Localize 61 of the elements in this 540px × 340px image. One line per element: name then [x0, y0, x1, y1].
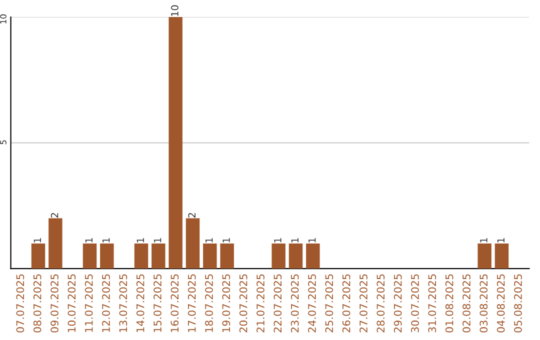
x-tick-label: 04.08.2025 — [496, 274, 505, 332]
x-tick-label: 09.07.2025 — [50, 274, 58, 332]
data-label: 1 — [497, 238, 504, 242]
x-tick-label: 26.07.2025 — [342, 274, 350, 332]
bar — [82, 243, 97, 269]
data-label: 2 — [188, 213, 196, 218]
x-tick-label: 21.07.2025 — [256, 274, 264, 332]
data-label: 1 — [291, 238, 298, 242]
x-tick-label: 15.07.2025 — [154, 274, 162, 332]
data-label: 1 — [154, 238, 162, 242]
bar — [494, 243, 509, 269]
x-tick-label: 13.07.2025 — [119, 274, 128, 332]
bar — [152, 243, 166, 269]
bar — [203, 243, 217, 269]
bar — [306, 243, 320, 269]
data-label: 10 — [171, 5, 178, 16]
data-label: 1 — [206, 238, 213, 242]
x-tick-label: 28.07.2025 — [376, 274, 385, 332]
bar — [220, 243, 234, 269]
bar — [134, 243, 148, 269]
bar — [168, 17, 182, 269]
data-label: 1 — [102, 238, 110, 242]
x-tick-label: 02.08.2025 — [462, 274, 470, 332]
x-tick-label: 12.07.2025 — [102, 274, 110, 332]
x-tick-label: 30.07.2025 — [411, 274, 419, 332]
x-tick-label: 24.07.2025 — [308, 274, 316, 332]
bar — [31, 243, 46, 269]
x-tick-label: 03.08.2025 — [480, 274, 488, 332]
data-label: 1 — [85, 238, 92, 242]
x-tick-label: 08.07.2025 — [33, 274, 42, 332]
x-tick-label: 27.07.2025 — [360, 274, 368, 332]
bar — [48, 218, 62, 269]
data-label: 1 — [34, 238, 41, 242]
bar — [478, 243, 492, 269]
data-label: 1 — [308, 238, 316, 242]
x-tick-label: 22.07.2025 — [274, 274, 282, 332]
x-tick-label: 25.07.2025 — [325, 274, 334, 332]
bar — [288, 243, 303, 269]
x-tick-label: 10.07.2025 — [68, 274, 76, 332]
x-tick-label: 18.07.2025 — [205, 274, 213, 332]
x-tick-label: 07.07.2025 — [16, 274, 24, 332]
x-tick-label: 16.07.2025 — [170, 274, 179, 332]
x-tick-label: 01.08.2025 — [445, 274, 454, 332]
x-tick-label: 20.07.2025 — [239, 274, 248, 332]
x-tick-label: 14.07.2025 — [136, 274, 144, 332]
x-tick-label: 29.07.2025 — [394, 274, 402, 332]
x-tick-label: 11.07.2025 — [84, 274, 93, 332]
x-tick-label: 31.07.2025 — [428, 274, 436, 332]
data-label: 1 — [274, 238, 282, 242]
x-tick-label: 19.07.2025 — [222, 274, 230, 332]
data-label: 1 — [136, 238, 144, 242]
y-tick-label: 5 — [0, 140, 6, 144]
x-tick-label: 17.07.2025 — [188, 274, 196, 332]
x-tick-label: 05.08.2025 — [514, 274, 522, 332]
data-label: 1 — [480, 238, 488, 242]
data-label: 1 — [222, 238, 230, 242]
x-tick-label: 23.07.2025 — [290, 274, 299, 332]
data-label: 2 — [50, 213, 58, 218]
bar — [272, 243, 286, 269]
bar — [186, 218, 200, 269]
bar — [100, 243, 114, 269]
